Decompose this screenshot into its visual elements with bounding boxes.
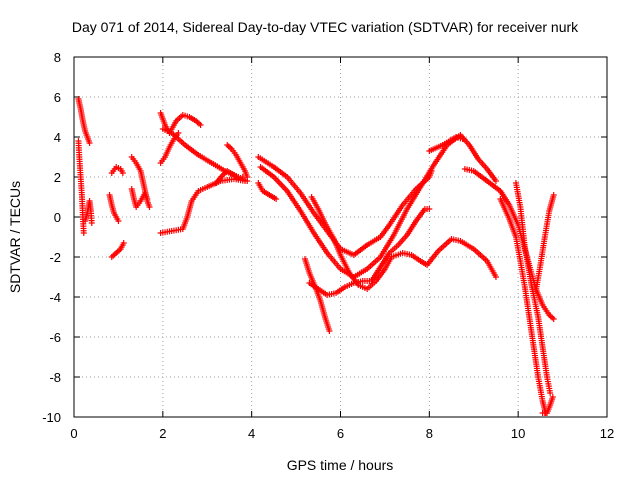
data-point [88, 220, 95, 226]
series-s14 [224, 142, 251, 180]
grid-lines [74, 57, 607, 417]
series-s8 [128, 186, 151, 210]
data-point [120, 240, 127, 246]
x-tick-label: 12 [600, 426, 614, 441]
series-s1 [75, 96, 93, 146]
y-axis-label: SDTVAR / TECUs [7, 181, 23, 293]
data-point [273, 196, 280, 202]
x-axis-label: GPS time / hours [287, 457, 394, 473]
data-point [426, 206, 433, 212]
data-points [75, 96, 557, 416]
x-tick-label: 8 [426, 426, 433, 441]
data-point [326, 328, 333, 334]
series-s2 [75, 138, 87, 236]
data-point [115, 218, 122, 224]
data-point [492, 274, 499, 280]
axis-ticks: 0 2 4 6 8 10 12 -10 -8 -6 -4 -2 0 2 4 6 8 [42, 50, 614, 441]
series-s19 [308, 194, 499, 292]
series-s24 [512, 180, 554, 396]
series-s13 [213, 168, 246, 186]
series-s12 [157, 176, 249, 236]
y-tick-label: 0 [54, 210, 61, 225]
series-s6 [108, 240, 127, 260]
y-tick-label: -6 [49, 330, 61, 345]
data-point [146, 204, 153, 210]
series-s17 [257, 132, 499, 280]
x-tick-label: 4 [248, 426, 255, 441]
y-tick-label: -8 [49, 370, 61, 385]
series-s9 [157, 110, 204, 136]
data-point [197, 122, 204, 128]
y-tick-label: -4 [49, 290, 61, 305]
y-tick-label: 2 [54, 170, 61, 185]
data-point [242, 178, 249, 184]
plot-frame [73, 56, 608, 418]
x-tick-label: 10 [511, 426, 525, 441]
series-s20 [301, 256, 333, 334]
data-point [119, 170, 126, 176]
data-point [459, 136, 466, 142]
series-s21 [426, 134, 466, 154]
series-s25 [539, 394, 556, 416]
x-tick-label: 0 [70, 426, 77, 441]
series-s4 [108, 164, 126, 176]
series-s15 [255, 180, 280, 202]
x-tick-label: 2 [159, 426, 166, 441]
series-s5 [106, 192, 122, 224]
y-tick-label: 6 [54, 90, 61, 105]
data-point [550, 192, 557, 198]
series-s26 [532, 192, 557, 294]
data-point [244, 174, 251, 180]
data-point [86, 140, 93, 146]
y-tick-label: 8 [54, 50, 61, 65]
data-point [549, 394, 556, 400]
x-tick-label: 6 [337, 426, 344, 441]
series-s3 [82, 198, 95, 226]
data-point [492, 178, 499, 184]
data-point [547, 390, 554, 396]
y-tick-label: 4 [54, 130, 61, 145]
chart-title: Day 071 of 2014, Sidereal Day-to-day VTE… [72, 19, 579, 35]
data-point [550, 316, 557, 322]
data-point [80, 230, 87, 236]
data-point [144, 196, 151, 202]
series-s23 [497, 196, 549, 416]
y-tick-label: -10 [42, 410, 61, 425]
y-tick-label: -2 [49, 250, 61, 265]
data-point [175, 130, 182, 136]
